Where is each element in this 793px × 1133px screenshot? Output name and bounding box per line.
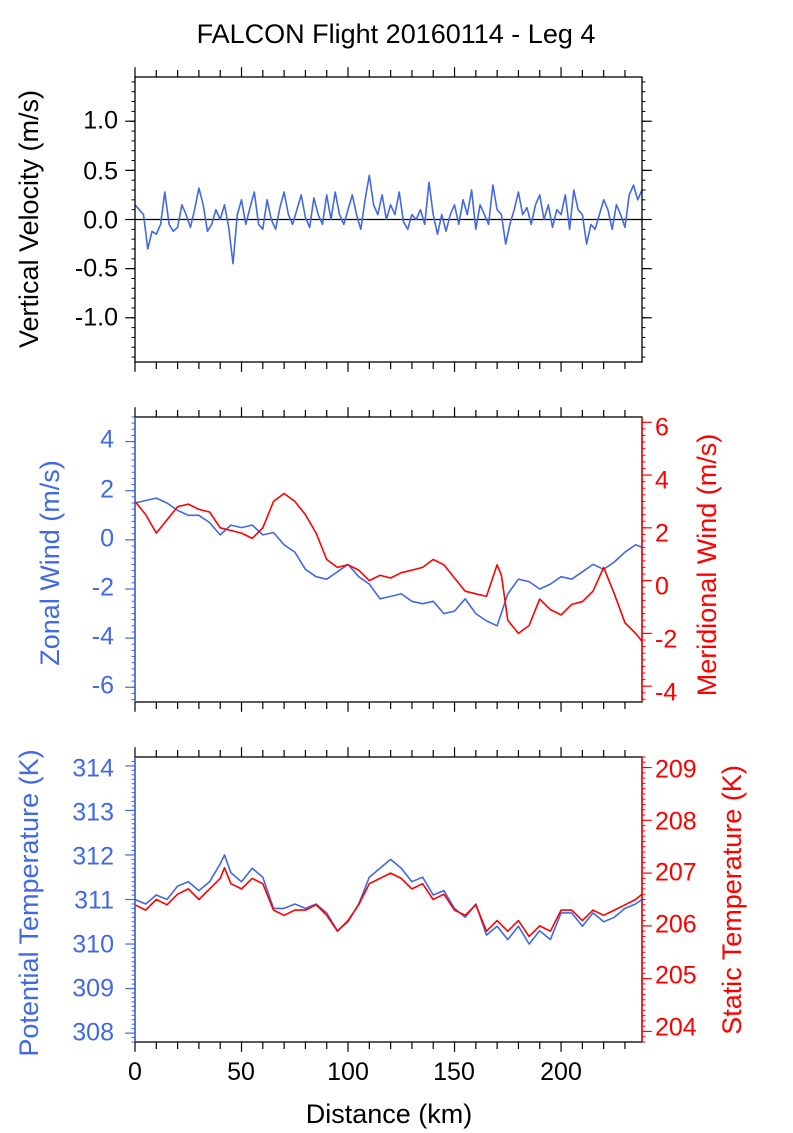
tick-label: -6 [92,672,114,700]
figure-title: FALCON Flight 20160114 - Leg 4 [197,19,596,49]
potential-temperature-series [134,854,643,945]
y-axis-label: Zonal Wind (m/s) [35,460,65,666]
axis-ticks [125,747,652,1052]
panel-wind: 4 2 0 -2 -4 -6 6 4 2 0 -2 -4 Zonal Wind … [35,407,722,712]
x-tick-label: 0 [128,1058,142,1086]
x-tick-label: 200 [540,1058,582,1086]
tick-label: 309 [72,975,114,1003]
tick-label: -4 [92,623,114,651]
tick-label: 2 [655,520,669,548]
tick-label: 312 [72,843,114,871]
y-axis-label: Potential Temperature (K) [14,749,44,1056]
x-tick-label: 50 [227,1058,255,1086]
tick-label: 0.5 [83,158,118,186]
series-line [134,854,643,945]
tick-label: -2 [655,626,677,654]
x-tick-label: 100 [327,1058,369,1086]
tick-label: 209 [655,756,697,784]
tick-label: 4 [655,467,669,495]
zonal-wind-series [134,497,643,627]
tick-label: 308 [72,1019,114,1047]
vertical-velocity-series [134,174,643,265]
tick-label: 0.0 [83,207,118,235]
tick-label: 6 [655,414,669,442]
tick-label: 313 [72,799,114,827]
meridional-wind-series [134,492,643,642]
tick-label: 1.0 [83,107,118,135]
tick-label: 208 [655,808,697,836]
tick-label: 207 [655,859,697,887]
axis-ticks [125,67,652,372]
panel-temperature: 314 313 312 311 310 309 308 209 208 207 … [14,747,747,1057]
tick-label: 310 [72,931,114,959]
x-axis-label: Distance (km) [306,1099,473,1129]
y-axis-label-right: Static Temperature (K) [717,765,747,1035]
tick-label: -4 [655,679,677,707]
tick-label: 206 [655,911,697,939]
series-line [134,174,643,265]
tick-label: 2 [100,476,114,504]
tick-label: 204 [655,1014,697,1042]
tick-label: 0 [100,525,114,553]
tick-label: 311 [74,887,114,915]
series-line [134,866,643,938]
tick-label: 205 [655,962,697,990]
series-line [134,497,643,627]
series-line [134,492,643,642]
tick-label: 4 [100,426,114,454]
tick-label: 0 [655,573,669,601]
x-tick-label: 150 [433,1058,475,1086]
panel-frame [134,756,643,1043]
panel-frame [134,416,643,703]
y-axis-label-right: Meridional Wind (m/s) [692,434,722,697]
panel-vertical-velocity: 1.0 0.5 0.0 -0.5 -1.0 Vertical Velocity … [14,67,652,372]
y-axis-label: Vertical Velocity (m/s) [14,90,44,348]
tick-label: -1.0 [75,304,118,332]
tick-label: -0.5 [75,255,118,283]
axis-ticks [125,407,652,712]
tick-label: 314 [72,755,114,783]
tick-label: -2 [92,574,114,602]
static-temperature-series [134,866,643,938]
